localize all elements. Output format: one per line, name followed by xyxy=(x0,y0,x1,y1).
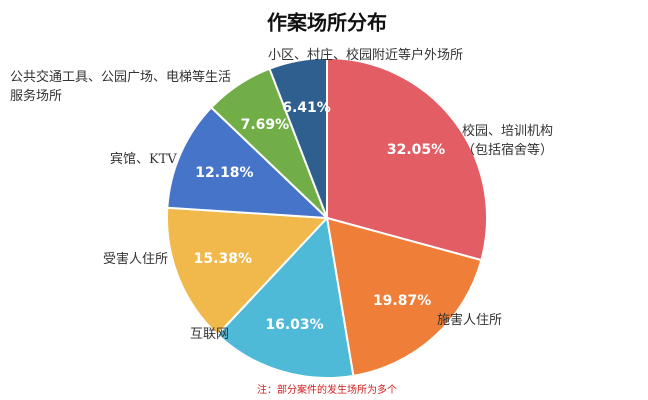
slice-label: 宾馆、KTV xyxy=(110,152,177,167)
pie-slice xyxy=(325,216,483,377)
value-label: 7.69% xyxy=(241,117,290,133)
slice-label: 施害人住所 xyxy=(437,313,503,328)
pie-slice xyxy=(166,106,330,220)
slice-label: 校园、培训机构 （包括宿舍等） xyxy=(462,124,554,158)
pie-slice xyxy=(166,206,330,337)
slice-label: 公共交通工具、公园广场、电梯等生活 服务场所 xyxy=(10,70,232,104)
value-label: 16.03% xyxy=(265,317,323,333)
slice-label: 小区、村庄、校园附近等户外场所 xyxy=(268,48,464,63)
pie-slice xyxy=(268,56,328,219)
slice-label: 互联网 xyxy=(190,327,230,342)
pie-slice xyxy=(216,215,355,379)
value-label: 32.05% xyxy=(387,142,445,158)
value-label: 12.18% xyxy=(195,165,253,181)
pie-slice xyxy=(326,56,488,262)
chart-title: 作案场所分布 xyxy=(267,11,387,35)
value-label: 19.87% xyxy=(373,293,431,309)
value-label: 6.41% xyxy=(282,100,331,116)
value-label: 15.38% xyxy=(194,251,252,267)
footnote: 注：部分案件的发生场所为多个 xyxy=(257,383,397,396)
slice-label: 受害人住所 xyxy=(103,252,169,267)
